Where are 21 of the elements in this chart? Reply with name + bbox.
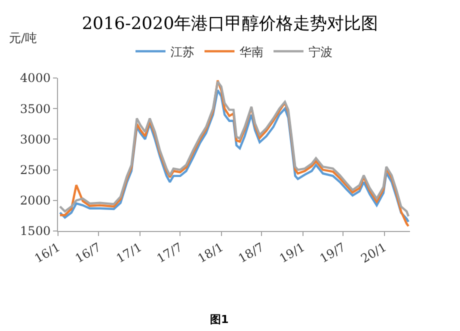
legend-label: 宁波	[308, 44, 332, 59]
y-tick-label: 2500	[20, 163, 51, 177]
x-tick-label: 19/7	[317, 240, 348, 266]
y-tick-label: 3500	[20, 102, 51, 116]
y-tick-label: 2000	[20, 194, 51, 208]
y-tick-label: 4000	[20, 71, 51, 86]
y-tick-label: 1500	[20, 224, 51, 238]
y-axis-title: 元/吨	[9, 31, 38, 45]
x-tick-label: 16/7	[72, 240, 104, 266]
x-tick-label: 19/1	[276, 240, 308, 266]
legend-label: 华南	[240, 44, 264, 59]
x-tick-label: 20/1	[358, 240, 389, 266]
x-tick-label: 17/1	[114, 240, 144, 266]
y-tick-label: 3000	[20, 132, 51, 146]
x-tick-label: 17/7	[154, 240, 185, 266]
legend-label: 江苏	[170, 44, 194, 59]
x-tick-label: 18/7	[236, 240, 266, 266]
x-tick-label: 16/1	[32, 240, 62, 266]
x-tick-label: 18/1	[195, 240, 226, 266]
caption: 图1	[210, 313, 229, 326]
chart-title: 2016-2020年港口甲醇价格走势对比图	[82, 14, 378, 34]
